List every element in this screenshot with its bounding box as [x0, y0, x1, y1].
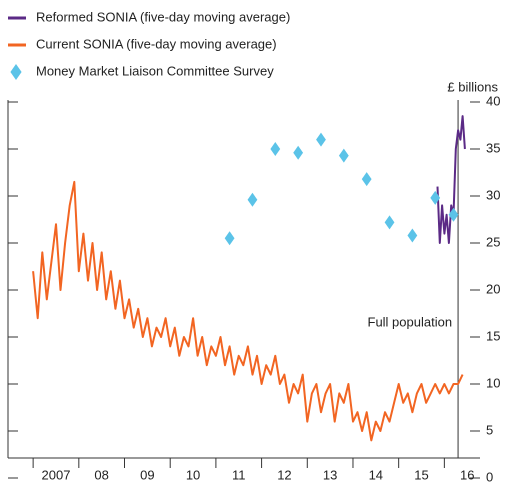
survey-point	[430, 190, 441, 205]
x-tick-label: 14	[369, 467, 383, 482]
y-tick-label: 30	[486, 187, 500, 202]
x-tick-label: 16	[460, 467, 474, 482]
x-tick-label: 12	[277, 467, 291, 482]
y-tick-label: 20	[486, 281, 500, 296]
legend-swatch	[10, 64, 22, 80]
survey-point	[247, 192, 258, 207]
y-tick-label: 35	[486, 140, 500, 155]
survey-point	[361, 172, 372, 187]
legend-label: Current SONIA (five-day moving average)	[36, 36, 277, 51]
survey-point	[407, 228, 418, 243]
y-tick-label: 5	[486, 422, 493, 437]
y-tick-label: 25	[486, 234, 500, 249]
series-line	[32, 180, 464, 442]
x-tick-label: 10	[186, 467, 200, 482]
series-line	[436, 115, 466, 244]
legend-label: Reformed SONIA (five-day moving average)	[36, 9, 290, 24]
y-tick-label: 40	[486, 93, 500, 108]
x-tick-label: 09	[140, 467, 154, 482]
survey-point	[338, 148, 349, 163]
survey-point	[270, 142, 281, 156]
x-tick-label: 13	[323, 467, 337, 482]
survey-point	[316, 132, 326, 147]
y-axis-label: £ billions	[447, 79, 498, 94]
survey-point	[448, 207, 459, 222]
y-tick-label: 10	[486, 375, 500, 390]
x-tick-label: 11	[232, 467, 246, 482]
y-tick-label: 0	[486, 469, 493, 484]
survey-point	[293, 145, 304, 160]
legend-label: Money Market Liaison Committee Survey	[36, 63, 274, 78]
survey-point	[384, 215, 395, 230]
x-tick-label: 2007	[42, 467, 71, 482]
annotation-label: Full population	[368, 314, 453, 329]
survey-point	[224, 231, 235, 246]
x-tick-label: 08	[94, 467, 108, 482]
x-tick-label: 15	[414, 467, 428, 482]
y-tick-label: 15	[486, 328, 500, 343]
